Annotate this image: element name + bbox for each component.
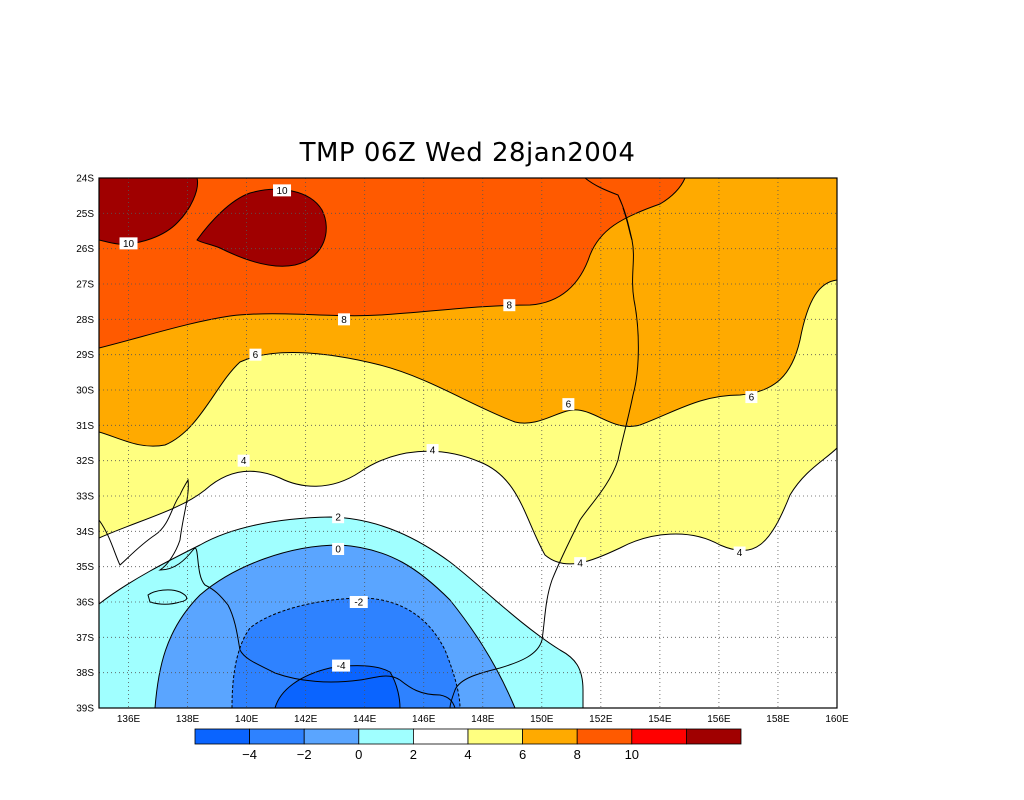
lat-tick-label: 35S [76,562,94,573]
lon-tick-label: 150E [530,714,554,725]
lat-tick-label: 38S [76,668,94,679]
lat-tick-label: 29S [76,350,94,361]
contour-label: 4 [577,559,583,570]
contour-label-bg [332,543,345,555]
lon-tick-label: 138E [176,714,200,725]
colorbar-swatch [303,728,360,745]
lat-tick-label: 39S [76,704,94,715]
colorbar-label: 2 [410,747,417,762]
contour-label: 8 [341,315,347,326]
contour-label-bg [733,546,746,559]
band-below-neg4 [274,665,401,708]
contour-label-bg [503,299,516,312]
colorbar-label: −2 [297,747,312,762]
lat-tick-label: 27S [76,280,94,291]
colorbar-swatch [194,728,250,745]
colorbar-swatch [412,728,469,745]
contour-label-bg [562,398,575,411]
lat-tick-label: 37S [76,633,94,644]
contour-label: 10 [123,239,135,250]
colorbar-swatch [576,728,633,745]
graticule [99,178,837,708]
lat-tick-label: 26S [76,244,94,255]
latitude-ticks: 24S 25S 26S 27S 28S 29S 30S 31S 32S 33S 34S 35S 36S 3… [76,174,94,715]
colorbar-label: 6 [519,747,526,762]
colorbar-label: 4 [464,747,471,762]
contour-label: -2 [354,598,363,609]
lon-tick-label: 136E [117,714,141,725]
colorbar-swatch [522,728,578,745]
lat-tick-label: 30S [76,386,94,397]
coastlines [99,178,639,708]
colorbar-label: −4 [242,747,257,762]
contour-label-bg [349,596,368,608]
lat-tick-label: 31S [76,421,94,432]
contour-label-bg [332,511,345,524]
colorbar-swatch [358,728,414,745]
lat-tick-label: 24S [76,174,94,185]
contour-label-bg [273,184,292,197]
band-10-plus-west [99,178,199,245]
contour-label: 0 [335,545,341,556]
longitude-ticks: 136E 138E 140E 142E 144E 146E 148E 150E 152E 154E… [117,714,849,725]
contour-label: -4 [337,661,346,672]
coast-island [622,207,633,241]
contour-label: 4 [737,548,743,559]
lon-tick-label: 148E [471,714,495,725]
contour-fill-layer [99,178,837,708]
lon-tick-label: 158E [766,714,790,725]
lat-tick-label: 33S [76,492,94,503]
contour-label: 2 [335,513,341,524]
chart-title: TMP 06Z Wed 28jan2004 [299,138,636,168]
lat-tick-label: 32S [76,456,94,467]
contour-label: 6 [566,400,572,411]
contour-label-bg [426,444,439,457]
contour-label: 4 [241,456,247,467]
colorbar-swatch [686,728,742,745]
contour-label: 4 [430,446,436,457]
colorbar-label: 8 [574,747,581,762]
colorbar-swatch [631,728,687,745]
contour-label: 8 [507,301,513,312]
colorbar-swatch [467,728,523,745]
lon-tick-label: 156E [707,714,731,725]
lon-tick-label: 152E [589,714,613,725]
lat-tick-label: 36S [76,598,94,609]
lon-tick-label: 146E [412,714,436,725]
contour-label: 6 [749,393,755,404]
plot-frame [98,177,838,709]
contour-label-bg [237,454,250,467]
coast-gulf [147,589,188,605]
colorbar: −4 −2 0 2 4 6 8 10 [194,728,742,762]
contour-label-bg [338,313,351,326]
band-10-plus-centre [196,188,327,267]
lon-tick-label: 140E [235,714,259,725]
colorbar-label: 10 [625,747,639,762]
contour-label-bg [332,659,351,672]
contour-label: 6 [253,350,259,361]
colorbar-swatch [249,728,305,745]
lat-tick-label: 25S [76,209,94,220]
lon-tick-label: 160E [825,714,849,725]
contour-label-bg [574,557,587,570]
lon-tick-label: 144E [353,714,377,725]
contour-label-bg [119,237,138,250]
lon-tick-label: 154E [648,714,672,725]
lat-tick-label: 28S [76,315,94,326]
contour-labels: 10 10 8 8 6 6 6 4 4 4 4 2 0 -2 -4 [119,184,758,672]
lon-tick-label: 142E [294,714,318,725]
contour-label: 10 [276,186,288,197]
lat-tick-label: 34S [76,527,94,538]
colorbar-label: 0 [355,747,362,762]
contour-label-bg [745,391,758,404]
contour-label-bg [249,348,262,361]
coast-south [99,478,456,708]
